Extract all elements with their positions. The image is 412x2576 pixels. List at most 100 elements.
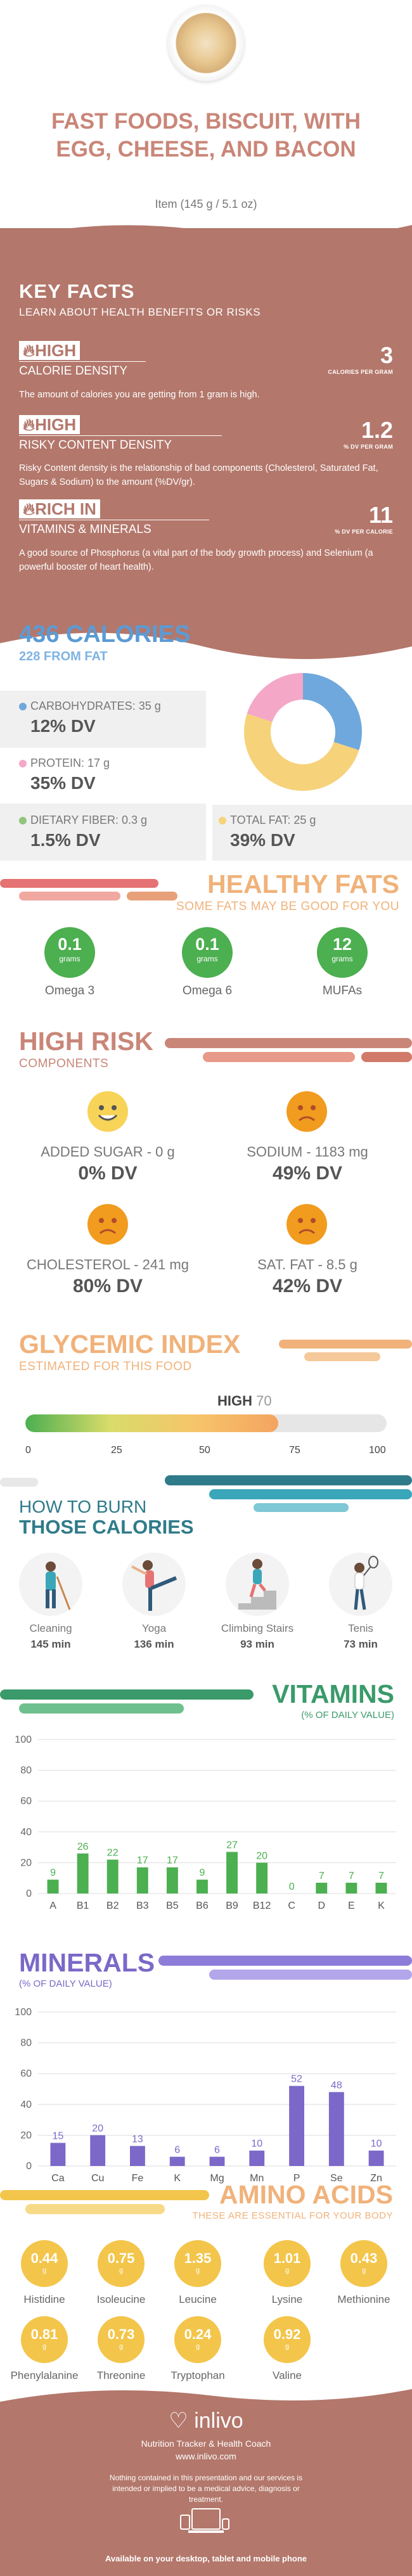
bar — [77, 1853, 89, 1894]
x-tick-label: D — [318, 1900, 326, 1911]
stairs-icon — [226, 1553, 289, 1616]
amino-label: Phenylalanine — [10, 2369, 79, 2381]
activity-minutes: 93 min — [240, 1638, 274, 1650]
nutrient-carbs: CARBOHYDRATES: 35 g 12% DV — [0, 691, 206, 747]
fact-description: Risky Content density is the relationshi… — [19, 463, 378, 487]
x-tick-label: C — [288, 1900, 295, 1911]
bar — [166, 1867, 178, 1894]
amino-circle: 0.92 g — [264, 2316, 311, 2363]
bar-value-label: 17 — [137, 1855, 148, 1866]
x-tick-label: Fe — [132, 2173, 144, 2184]
nutrient-fat: TOTAL FAT: 25 g 39% DV — [212, 805, 412, 861]
fact-vitamins-minerals: 🔥︎RICH IN VITAMINS & MINERALS — [19, 499, 209, 537]
amino-label: Methionine — [337, 2293, 390, 2305]
activity-label: Tenis — [348, 1622, 373, 1634]
y-tick-label: 60 — [20, 1796, 32, 1807]
food-image — [168, 5, 244, 81]
fat-label: Omega 3 — [44, 984, 95, 997]
x-tick-label: E — [348, 1900, 355, 1911]
burn-title-2: THOSE CALORIES — [19, 1516, 194, 1538]
bar-value-label: 10 — [251, 2139, 262, 2150]
bar-value-label: 7 — [349, 1871, 354, 1881]
activity-label: Climbing Stairs — [221, 1622, 294, 1634]
activity-minutes: 145 min — [30, 1638, 71, 1650]
y-tick-label: 0 — [26, 2161, 32, 2172]
risk-dv: 49% DV — [272, 1163, 343, 1184]
amino-label: Histidine — [23, 2293, 65, 2305]
high-risk-subtitle: COMPONENTS — [19, 1057, 109, 1070]
calories-title: 436 CALORIES — [19, 621, 191, 648]
activity-minutes: 73 min — [344, 1638, 378, 1650]
amino-circle: 0.81 g — [21, 2316, 68, 2363]
donut-slice — [244, 673, 362, 791]
glycemic-subtitle: ESTIMATED FOR THIS FOOD — [19, 1360, 192, 1373]
footer-disclaimer: Nothing contained in this presentation a… — [109, 2473, 303, 2504]
bar-value-label: 27 — [226, 1840, 238, 1850]
key-facts-subtitle: LEARN ABOUT HEALTH BENEFITS OR RISKS — [19, 306, 261, 318]
bar — [316, 1882, 328, 1894]
activity-minutes: 136 min — [134, 1638, 174, 1650]
calories-donut — [244, 673, 362, 791]
footer-url[interactable]: www.inlivo.com — [176, 2451, 236, 2461]
x-tick-label: Mn — [250, 2173, 264, 2184]
y-tick-label: 0 — [26, 1888, 32, 1899]
fact-description: A good source of Phosphorus (a vital par… — [19, 548, 373, 572]
x-tick-label: Se — [330, 2173, 343, 2184]
bar-value-label: 6 — [174, 2144, 180, 2155]
amino-title: AMINO ACIDS — [219, 2180, 393, 2209]
fact-value: 3 — [380, 342, 393, 368]
burn-stripes — [0, 1475, 412, 1512]
tennis-icon — [329, 1553, 392, 1616]
bar — [375, 1882, 387, 1894]
risk-label: SAT. FAT - 8.5 g — [257, 1257, 357, 1272]
sad-face-icon — [286, 1091, 327, 1132]
amino-label: Threonine — [96, 2369, 146, 2381]
amino-subtitle: THESE ARE ESSENTIAL FOR YOUR BODY — [192, 2210, 393, 2221]
fact-calorie-density: 🔥︎HIGH CALORIE DENSITY — [19, 341, 146, 378]
x-tick-label: B6 — [196, 1900, 209, 1911]
x-tick-label: K — [174, 2173, 181, 2184]
healthy-fats-title: HEALTHY FATS — [207, 869, 399, 899]
gi-tick: 0 — [25, 1445, 31, 1456]
key-facts-section: KEY FACTS LEARN ABOUT HEALTH BENEFITS OR… — [0, 228, 412, 665]
gi-bar-fill — [25, 1414, 278, 1432]
gi-level: HIGH 70 — [217, 1393, 272, 1409]
gi-tick: 50 — [199, 1445, 210, 1456]
bar-value-label: 17 — [167, 1855, 178, 1866]
y-tick-label: 80 — [20, 2038, 32, 2049]
risk-dv: 80% DV — [72, 1276, 143, 1297]
high-risk-title: HIGH RISK — [19, 1027, 153, 1056]
footer: ♡ inlivo Nutrition Tracker & Health Coac… — [0, 2402, 412, 2576]
x-tick-label: Zn — [370, 2173, 382, 2184]
amino-circle: 0.24 g — [174, 2316, 221, 2363]
y-tick-label: 100 — [15, 2007, 32, 2018]
bar-value-label: 9 — [50, 1868, 56, 1878]
bar-value-label: 7 — [378, 1871, 384, 1881]
burn-title: HOW TO BURN — [19, 1497, 147, 1516]
fact-badge: 🔥︎RICH IN — [19, 499, 100, 518]
bar — [106, 1859, 119, 1894]
amino-circle: 0.73 g — [98, 2316, 145, 2363]
happy-face-icon — [87, 1091, 128, 1132]
flame-icon: 🔥︎ — [23, 499, 35, 518]
minerals-title: MINERALS — [19, 1948, 155, 1977]
risk-label: ADDED SUGAR - 0 g — [41, 1144, 175, 1160]
bar-value-label: 48 — [331, 2080, 342, 2091]
sad-face-icon — [286, 1204, 327, 1245]
footer-brand: ♡ inlivo — [169, 2409, 243, 2433]
bar — [50, 2143, 66, 2166]
risk-dv: 42% DV — [272, 1276, 343, 1297]
dot-icon — [219, 817, 226, 825]
healthy-fats-subtitle: SOME FATS MAY BE GOOD FOR YOU — [176, 900, 399, 913]
fats-stripes — [0, 879, 177, 900]
y-tick-label: 60 — [20, 2068, 32, 2079]
activity-label: Yoga — [141, 1622, 167, 1634]
amino-label: Isoleucine — [96, 2293, 146, 2305]
gi-stripes — [279, 1340, 412, 1361]
bar-value-label: 13 — [132, 2134, 143, 2144]
amino-label: Leucine — [179, 2293, 217, 2305]
fact-unit: % DV PER GRAM — [344, 444, 393, 450]
bar — [226, 1852, 238, 1894]
bar — [328, 2092, 344, 2166]
bar-value-label: 0 — [289, 1881, 295, 1892]
